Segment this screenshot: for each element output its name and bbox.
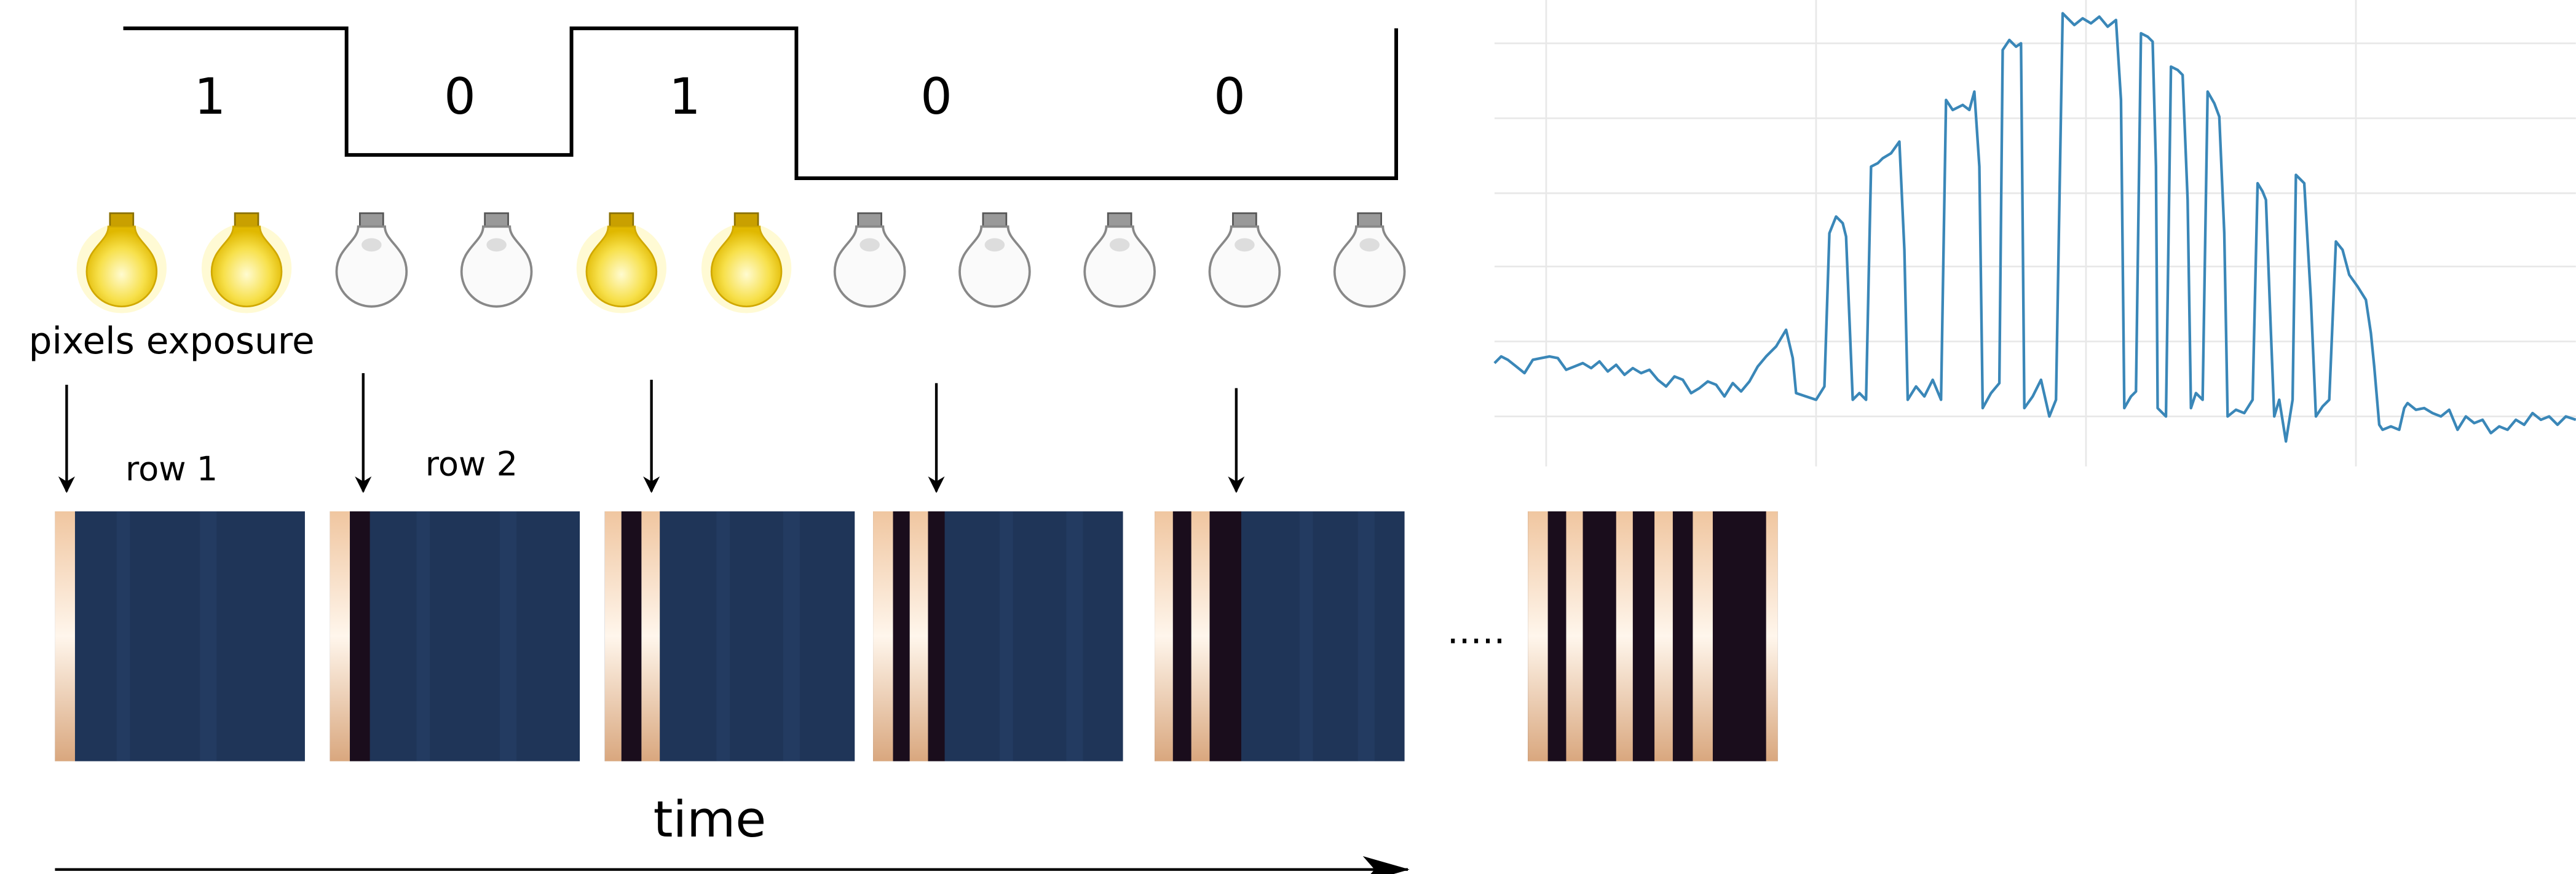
bulb-on xyxy=(200,212,293,314)
row-label: row 1 xyxy=(125,450,218,489)
bulb-on xyxy=(76,212,168,314)
bulb-off xyxy=(1083,212,1156,308)
bit-label: 1 xyxy=(669,68,701,126)
bulb-on xyxy=(700,212,792,314)
bulb-off xyxy=(460,212,533,308)
bit-label: 0 xyxy=(920,68,952,126)
bit-label: 1 xyxy=(194,68,226,126)
bit-label: 0 xyxy=(444,68,476,126)
frame xyxy=(55,511,305,762)
frame xyxy=(873,511,1123,762)
frame xyxy=(604,511,855,762)
frame xyxy=(1155,511,1405,762)
frame xyxy=(330,511,580,762)
signal-trace xyxy=(1493,12,2576,443)
bulb-off xyxy=(335,212,408,308)
pixels-exposure-label: pixels exposure xyxy=(29,320,315,363)
trace-grid xyxy=(1494,0,2576,467)
bulb-off xyxy=(958,212,1031,308)
bulb-off xyxy=(833,212,906,308)
bit-label: 0 xyxy=(1214,68,1246,126)
ellipsis: ..... xyxy=(1447,610,1506,652)
bulb-off xyxy=(1333,212,1406,308)
bulb-on xyxy=(575,212,668,314)
time-label: time xyxy=(654,791,767,849)
bulbs xyxy=(76,212,1406,314)
bit-waveform xyxy=(123,26,1398,180)
row-label: row 2 xyxy=(425,444,518,483)
frame xyxy=(1528,511,1778,762)
bulb-off xyxy=(1208,212,1281,308)
